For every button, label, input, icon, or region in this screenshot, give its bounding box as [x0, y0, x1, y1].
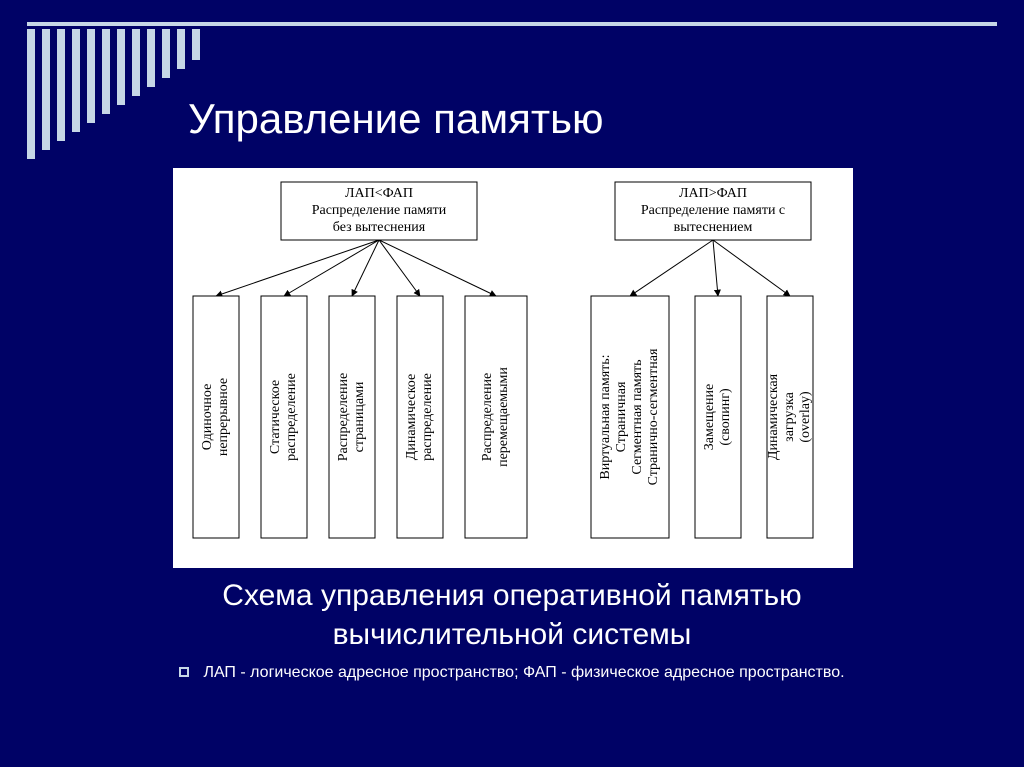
memory-management-diagram: ЛАП<ФАП Распределение памяти без вытеснени…	[173, 168, 853, 568]
svg-text:Замещение: Замещение	[702, 384, 717, 451]
svg-text:(overlay): (overlay)	[798, 391, 813, 443]
footnote-text: ЛАП - логическое адресное пространство; …	[203, 664, 844, 681]
svg-text:Динамическая: Динамическая	[766, 373, 781, 460]
svg-text:непрерывное: непрерывное	[216, 378, 231, 456]
decorative-stripes	[27, 29, 200, 159]
svg-text:Одиночное: Одиночное	[200, 384, 215, 451]
svg-text:распределение: распределение	[420, 373, 435, 461]
svg-text:Статическое: Статическое	[268, 380, 283, 454]
footnote: ЛАП - логическое адресное пространство; …	[0, 664, 1024, 682]
svg-text:(свопинг): (свопинг)	[718, 388, 733, 446]
bullet-icon	[179, 667, 189, 677]
caption-line-2: вычислительной системы	[333, 618, 692, 651]
svg-text:перемещаемыми: перемещаемыми	[496, 367, 511, 467]
page-title: Управление памятью	[188, 95, 604, 143]
svg-text:распределение: распределение	[284, 373, 299, 461]
svg-text:Распределение памяти: Распределение памяти	[312, 203, 447, 218]
svg-text:Виртуальная память:: Виртуальная память:	[598, 354, 613, 479]
svg-text:Сегментная память: Сегментная память	[630, 359, 645, 474]
diagram-container: ЛАП<ФАП Распределение памяти без вытеснени…	[173, 168, 853, 568]
svg-text:ЛАП>ФАП: ЛАП>ФАП	[679, 186, 747, 201]
svg-text:Распределение: Распределение	[480, 373, 495, 461]
svg-text:загрузка: загрузка	[782, 391, 797, 441]
svg-text:ЛАП<ФАП: ЛАП<ФАП	[345, 186, 413, 201]
svg-text:страницами: страницами	[352, 381, 367, 452]
svg-text:вытеснением: вытеснением	[674, 220, 753, 235]
svg-text:Динамическое: Динамическое	[404, 374, 419, 460]
diagram-caption: Схема управления оперативной памятью выч…	[0, 576, 1024, 654]
svg-text:Распределение: Распределение	[336, 373, 351, 461]
caption-line-1: Схема управления оперативной памятью	[222, 579, 801, 612]
svg-text:без вытеснения: без вытеснения	[333, 220, 426, 235]
svg-text:Распределение памяти с: Распределение памяти с	[641, 203, 785, 218]
top-rule	[27, 22, 997, 26]
svg-text:Страничная: Страничная	[614, 381, 629, 452]
svg-text:Странично-сегментная: Странично-сегментная	[646, 348, 661, 485]
